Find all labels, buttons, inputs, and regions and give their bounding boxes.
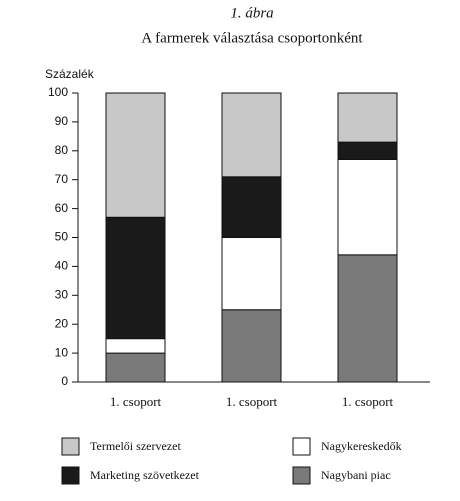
- legend-swatch: [61, 437, 80, 456]
- bar-segment: [105, 92, 166, 218]
- y-tick-label: 40: [55, 259, 69, 273]
- figure-label: 1. ábra: [230, 5, 273, 21]
- legend-swatch: [292, 437, 311, 456]
- bar-segment: [221, 92, 282, 178]
- legend-label: Nagybani piac: [321, 468, 391, 482]
- bar-segment: [221, 176, 282, 238]
- y-tick-label: 0: [61, 374, 68, 388]
- bar-segment: [221, 309, 282, 383]
- chart-title: A farmerek választása csoportonként: [141, 30, 363, 46]
- y-tick-label: 80: [55, 143, 69, 157]
- y-tick-label: 70: [55, 172, 69, 186]
- legend-swatch: [292, 466, 311, 485]
- legend-swatch: [61, 466, 80, 485]
- y-axis-label: Százalék: [45, 67, 95, 81]
- x-tick-label: 1. csoport: [342, 394, 394, 409]
- bar-segment: [105, 352, 166, 383]
- bar-segment: [337, 158, 398, 256]
- y-tick-label: 100: [48, 85, 68, 99]
- y-tick-label: 90: [55, 114, 69, 128]
- y-tick-label: 20: [55, 316, 69, 330]
- bar-segment: [337, 254, 398, 383]
- legend-label: Nagykereskedők: [321, 439, 402, 453]
- bar-segment: [221, 237, 282, 311]
- legend-label: Termelői szervezet: [90, 439, 181, 453]
- y-tick-label: 30: [55, 287, 69, 301]
- bar-segment: [105, 338, 166, 354]
- legend-label: Marketing szövetkezet: [90, 468, 200, 482]
- y-tick-label: 50: [55, 230, 69, 244]
- bar-segment: [337, 92, 398, 143]
- y-tick-label: 10: [55, 345, 69, 359]
- bar-segment: [105, 216, 166, 340]
- y-tick-label: 60: [55, 201, 69, 215]
- x-tick-label: 1. csoport: [226, 394, 278, 409]
- bar-segment: [337, 141, 398, 160]
- x-tick-label: 1. csoport: [110, 394, 162, 409]
